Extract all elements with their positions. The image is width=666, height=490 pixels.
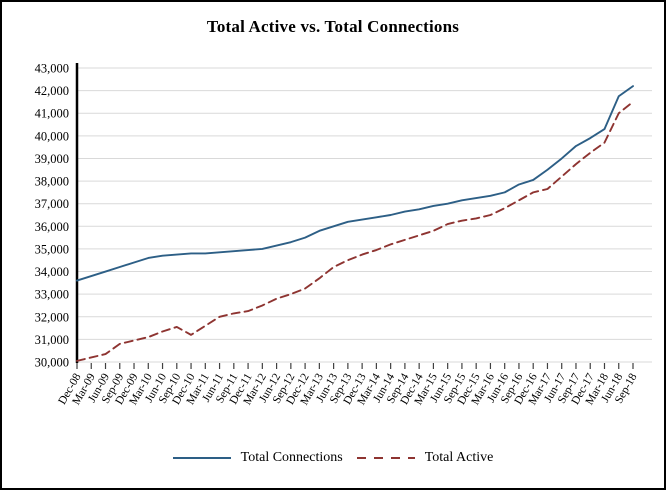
- dashed-line-icon: [356, 457, 415, 459]
- y-axis-tick-label: 39,000: [35, 152, 69, 166]
- series-line-total-active: [76, 100, 634, 362]
- y-axis-tick-label: 40,000: [35, 129, 69, 143]
- y-axis-tick-label: 33,000: [35, 288, 69, 302]
- solid-line-icon: [172, 457, 231, 459]
- y-axis-tick-label: 30,000: [35, 356, 69, 370]
- y-axis-tick-label: 42,000: [35, 84, 69, 98]
- y-axis-tick-label: 37,000: [35, 197, 69, 211]
- y-axis-tick-label: 31,000: [35, 333, 69, 347]
- series-line-total-connections: [76, 85, 634, 282]
- y-axis-tick-label: 32,000: [35, 310, 69, 324]
- legend-item-total-connections: Total Connections: [172, 450, 343, 466]
- y-axis-tick-label: 36,000: [35, 220, 69, 234]
- y-axis-tick-label: 38,000: [35, 175, 69, 189]
- y-axis-tick-label: 43,000: [35, 62, 69, 76]
- y-axis-tick-label: 35,000: [35, 242, 69, 256]
- legend-label-total-active: Total Active: [424, 450, 494, 465]
- line-chart-plot-area: 30,000 31,000 32,000 33,000 34,000 35,000 36,0…: [35, 62, 652, 407]
- y-axis-tick-label: 34,000: [35, 265, 69, 279]
- chart-title: Total Active vs. Total Connections: [206, 17, 460, 36]
- legend-item-total-active: Total Active: [356, 450, 494, 466]
- y-axis-tick-label: 41,000: [35, 107, 69, 121]
- legend-label-total-connections: Total Connections: [240, 450, 343, 465]
- chart-legend: Total Connections Total Active: [2, 450, 664, 466]
